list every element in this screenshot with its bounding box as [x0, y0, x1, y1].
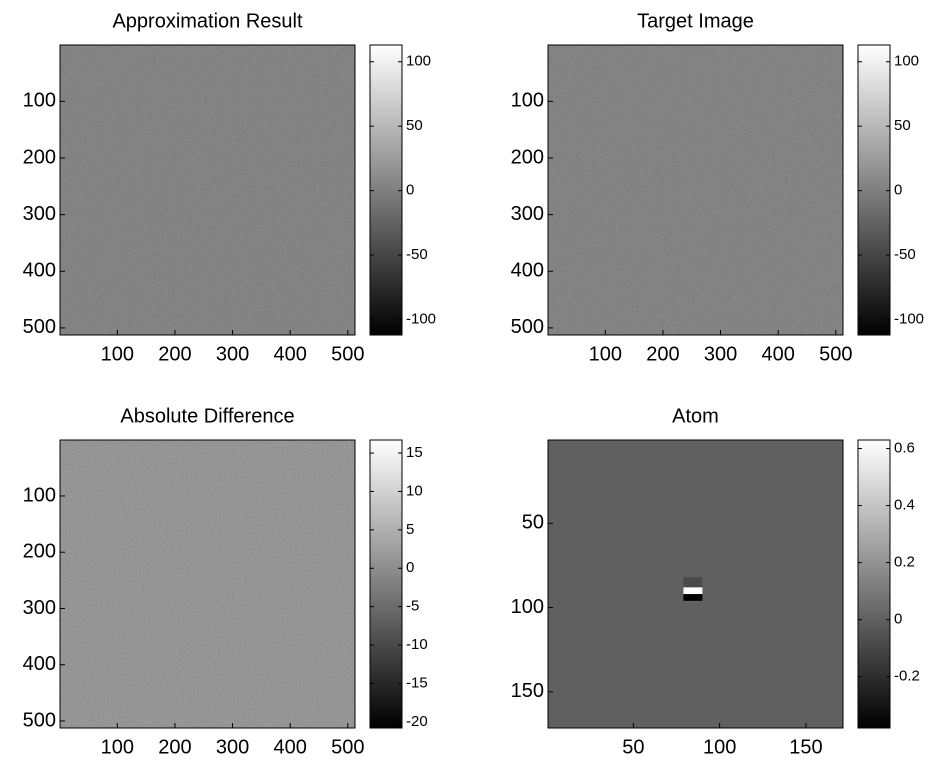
- title: Atom: [672, 405, 719, 427]
- y-tick-label: 500: [23, 316, 56, 338]
- image-texture: [60, 440, 355, 728]
- colorbar-tick-label: 0.6: [894, 440, 915, 457]
- colorbar-tick-label: -0.2: [894, 668, 920, 685]
- colorbar-tick-label: 0: [894, 182, 902, 199]
- axes-frame: [59, 439, 356, 729]
- y-tick-label: 500: [23, 709, 56, 731]
- title: Absolute Difference: [120, 405, 294, 427]
- colorbar-tick-label: -50: [406, 246, 428, 263]
- y-tick-label: 400: [23, 260, 56, 282]
- image-texture: [548, 45, 843, 335]
- x-tick-label: 50: [622, 736, 644, 758]
- y-tick-label: 200: [511, 146, 544, 168]
- x-tick-label: 100: [589, 343, 622, 365]
- colorbar-tick-label: -10: [406, 636, 428, 653]
- y-tick-label: 200: [23, 146, 56, 168]
- y-tick-label: 100: [511, 90, 544, 112]
- colorbar: [369, 439, 403, 729]
- colorbar-tick-label: -100: [894, 311, 924, 328]
- x-tick-label: 400: [273, 343, 306, 365]
- y-tick-label: 100: [23, 90, 56, 112]
- y-tick-label: 150: [511, 680, 544, 702]
- x-tick-label: 200: [158, 736, 191, 758]
- y-tick-label: 300: [23, 203, 56, 225]
- colorbar: [857, 439, 891, 729]
- colorbar-tick-label: 0: [406, 559, 414, 576]
- x-tick-label: 400: [761, 343, 794, 365]
- colorbar-tick-label: -5: [406, 598, 419, 615]
- colorbar: [369, 44, 403, 336]
- y-tick-label: 200: [23, 541, 56, 563]
- colorbar-tick-label: 50: [894, 117, 911, 134]
- x-tick-label: 200: [646, 343, 679, 365]
- x-tick-label: 500: [819, 343, 852, 365]
- x-tick-label: 100: [101, 736, 134, 758]
- x-tick-label: 300: [216, 343, 249, 365]
- colorbar-tick-label: 0.2: [894, 554, 915, 571]
- y-tick-label: 100: [23, 484, 56, 506]
- y-tick-label: 500: [511, 316, 544, 338]
- colorbar-tick-label: 100: [406, 53, 431, 70]
- y-tick-label: 400: [511, 260, 544, 282]
- colorbar-tick-label: 15: [406, 444, 423, 461]
- colorbar-tick-label: 10: [406, 482, 423, 499]
- x-tick-label: 300: [704, 343, 737, 365]
- colorbar-tick-label: 0: [894, 611, 902, 628]
- title: Target Image: [637, 10, 754, 32]
- colorbar-tick-label: -100: [406, 311, 436, 328]
- colorbar-tick-label: -15: [406, 674, 428, 691]
- colorbar-tick-label: 0: [406, 182, 414, 199]
- atom-dark: [683, 577, 703, 588]
- x-tick-label: 150: [789, 736, 822, 758]
- y-tick-label: 100: [511, 596, 544, 618]
- axes-frame: [547, 44, 844, 336]
- atom-white: [683, 587, 703, 595]
- colorbar-tick-label: -50: [894, 246, 916, 263]
- title: Approximation Result: [112, 10, 303, 32]
- x-tick-label: 300: [216, 736, 249, 758]
- x-tick-label: 500: [331, 736, 364, 758]
- colorbar-tick-label: 0.4: [894, 497, 915, 514]
- x-tick-label: 500: [331, 343, 364, 365]
- x-tick-label: 100: [703, 736, 736, 758]
- colorbar: [857, 44, 891, 336]
- image-texture: [60, 45, 355, 335]
- y-tick-label: 300: [511, 203, 544, 225]
- atom-black: [683, 594, 703, 601]
- x-tick-label: 400: [273, 736, 306, 758]
- y-tick-label: 50: [522, 512, 544, 534]
- axes-frame: [59, 44, 356, 336]
- x-tick-label: 200: [158, 343, 191, 365]
- axes-frame: [547, 439, 844, 729]
- colorbar-tick-label: 50: [406, 117, 423, 134]
- colorbar-tick-label: -20: [406, 713, 428, 730]
- y-tick-label: 400: [23, 653, 56, 675]
- colorbar-tick-label: 5: [406, 521, 414, 538]
- colorbar-tick-label: 100: [894, 53, 919, 70]
- x-tick-label: 100: [101, 343, 134, 365]
- y-tick-label: 300: [23, 597, 56, 619]
